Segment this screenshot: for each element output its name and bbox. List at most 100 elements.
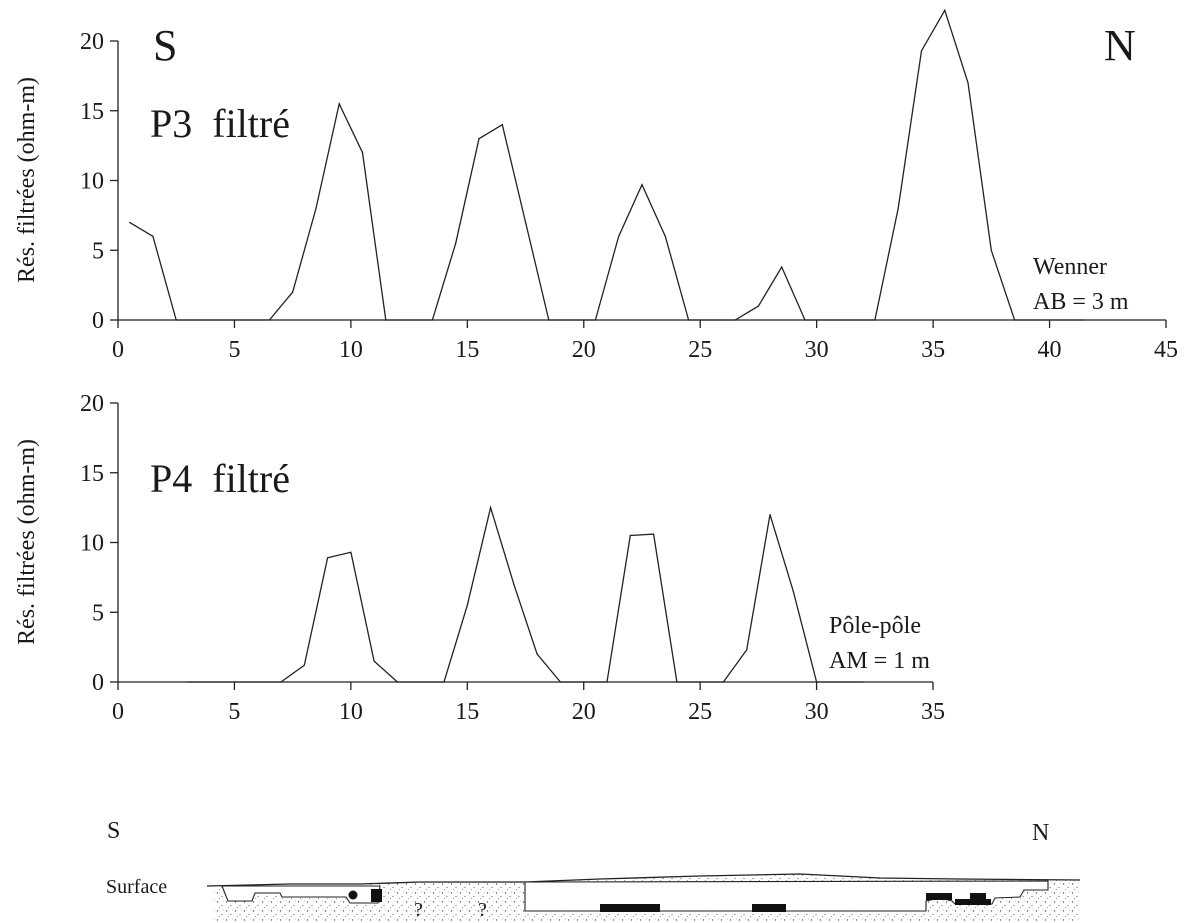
data-point — [606, 681, 608, 683]
y-tick-label: 15 — [80, 99, 104, 125]
wall-block — [371, 889, 382, 902]
data-point — [722, 681, 725, 683]
data-marks — [129, 8, 1086, 321]
data-point — [536, 653, 538, 655]
unknown-mark-1: ? — [414, 899, 423, 921]
surface-line — [206, 873, 1081, 887]
axes — [117, 403, 933, 683]
data-point — [781, 266, 783, 268]
data-point — [152, 235, 154, 237]
data-point — [1014, 319, 1016, 321]
data-point — [489, 507, 492, 509]
data-point — [385, 319, 387, 321]
south-label: S — [153, 21, 177, 70]
data-point — [175, 319, 177, 321]
section-diagram: S N Surface ? ? — [106, 818, 1081, 923]
x-tick-label: 20 — [572, 337, 596, 363]
foundation-2 — [752, 904, 786, 912]
data-point — [268, 319, 270, 321]
method-line-1: Pôle-pôle — [829, 613, 921, 639]
data-point — [466, 604, 468, 606]
profile-label: P3 filtré — [150, 101, 290, 146]
x-tick-label: 0 — [112, 337, 124, 363]
y-axis-title: Rés. filtrées (ohm-m) — [14, 77, 40, 283]
ticks: 0 5 10 15 20 25 30 35 40 45 0 5 10 15 20 — [80, 29, 1178, 363]
section-south-label: S — [107, 818, 120, 844]
foundation-1 — [600, 904, 660, 912]
data-point — [920, 50, 923, 52]
axes — [117, 41, 1166, 321]
x-tick-label: 35 — [921, 337, 945, 363]
x-tick-label: 25 — [688, 337, 712, 363]
data-point — [757, 305, 760, 307]
data-point — [292, 291, 294, 293]
y-axis-title: Rés. filtrées (ohm-m) — [14, 439, 40, 645]
data-point — [524, 221, 527, 223]
y-tick-label: 20 — [80, 29, 104, 55]
x-tick-label: 10 — [339, 699, 363, 725]
y-tick-label: 5 — [92, 238, 104, 264]
data-point — [664, 235, 666, 237]
data-point — [326, 557, 329, 559]
x-tick-label: 10 — [339, 337, 363, 363]
data-point — [769, 514, 771, 516]
data-point — [350, 551, 352, 553]
foundation-3 — [926, 893, 952, 900]
method-line-2: AB = 3 m — [1033, 289, 1129, 315]
foundation-5 — [955, 899, 991, 905]
north-label: N — [1104, 21, 1136, 70]
y-tick-label: 0 — [92, 308, 104, 334]
x-tick-label: 30 — [805, 699, 829, 725]
data-point — [862, 681, 864, 683]
y-tick-label: 10 — [80, 169, 104, 195]
method-line-1: Wenner — [1033, 254, 1107, 280]
x-tick-label: 20 — [572, 699, 596, 725]
data-point — [792, 590, 794, 592]
data-point — [280, 681, 282, 683]
x-tick-label: 45 — [1154, 337, 1178, 363]
x-tick-label: 0 — [112, 699, 124, 725]
data-point — [641, 184, 643, 186]
data-point — [629, 534, 631, 537]
data-point — [303, 664, 305, 666]
data-point — [443, 681, 445, 683]
data-point — [1083, 319, 1086, 321]
data-point — [618, 235, 620, 237]
data-point — [594, 319, 597, 321]
data-point — [734, 319, 736, 321]
y-tick-label: 20 — [80, 391, 104, 417]
data-point — [990, 249, 992, 251]
x-tick-label: 40 — [1038, 337, 1062, 363]
x-tick-label: 35 — [921, 699, 945, 725]
data-point — [396, 681, 399, 683]
data-point — [373, 660, 375, 662]
x-tick-label: 5 — [228, 699, 240, 725]
section-north-label: N — [1032, 820, 1049, 846]
data-point — [967, 82, 969, 84]
x-tick-label: 15 — [455, 699, 479, 725]
y-tick-label: 15 — [80, 461, 104, 487]
data-point — [501, 124, 503, 126]
data-point — [559, 681, 562, 683]
data-point — [361, 152, 364, 154]
series-line — [129, 8, 1085, 321]
data-point — [874, 319, 876, 321]
data-point — [687, 319, 690, 321]
data-point — [897, 207, 899, 209]
data-point — [513, 583, 515, 585]
chart-p3: Rés. filtrées (ohm-m) S N P3 filtré Wenn… — [14, 8, 1178, 363]
data-point — [676, 681, 678, 683]
data-marks — [187, 505, 864, 683]
data-point — [431, 319, 433, 321]
data-point — [944, 9, 946, 11]
y-tick-label: 10 — [80, 531, 104, 557]
x-tick-label: 25 — [688, 699, 712, 725]
data-point — [815, 681, 818, 683]
series-line — [187, 505, 864, 683]
x-tick-label: 30 — [805, 337, 829, 363]
data-point — [315, 207, 317, 209]
ticks: 0 5 10 15 20 25 30 35 0 5 10 15 20 — [80, 391, 945, 725]
data-point — [187, 681, 189, 683]
data-point — [652, 533, 655, 535]
